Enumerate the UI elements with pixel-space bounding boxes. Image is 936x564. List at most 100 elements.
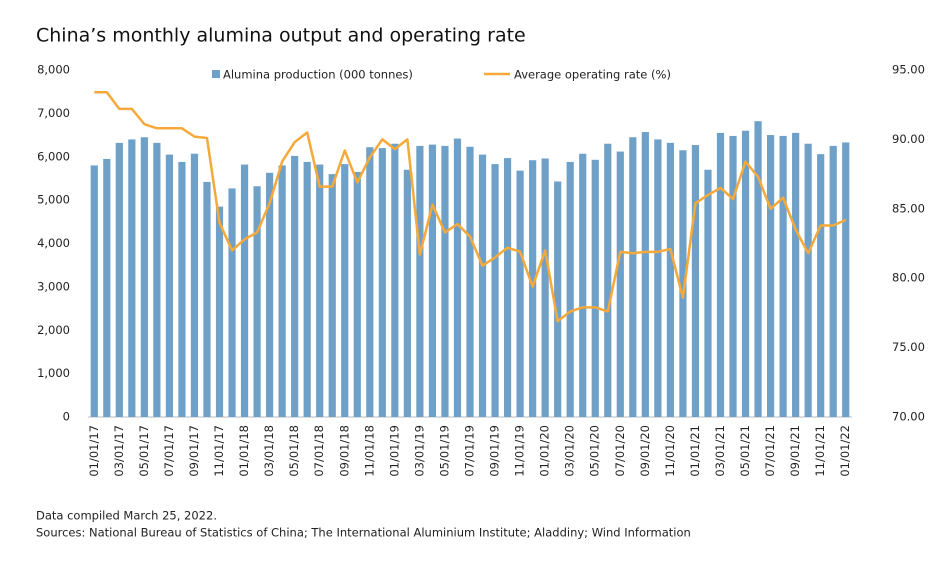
bar xyxy=(303,161,311,417)
y-tick-label: 2,000 xyxy=(37,323,70,337)
x-tick-label: 01/01/21 xyxy=(688,425,702,477)
y-tick-label: 7,000 xyxy=(37,106,70,120)
y-tick-label: 5,000 xyxy=(37,193,70,207)
legend-swatch xyxy=(212,70,220,78)
x-tick-label: 01/01/18 xyxy=(237,425,251,477)
bar xyxy=(378,148,386,417)
bar xyxy=(416,145,424,417)
legend-label: Average operating rate (%) xyxy=(514,68,671,82)
bar xyxy=(616,151,624,418)
bar xyxy=(140,137,148,417)
bar xyxy=(453,138,462,417)
bar xyxy=(341,164,349,417)
bar xyxy=(253,186,261,417)
y2-tick-label: 85.00 xyxy=(892,201,925,215)
y2-tick-label: 70.00 xyxy=(892,410,925,424)
bar xyxy=(629,137,637,417)
bar xyxy=(754,121,762,418)
x-tick-label: 11/01/20 xyxy=(663,425,677,477)
x-tick-label: 07/01/20 xyxy=(613,425,627,477)
x-tick-label: 07/01/18 xyxy=(312,425,326,477)
bar xyxy=(228,188,236,417)
x-tick-label: 03/01/18 xyxy=(262,425,276,477)
bar xyxy=(165,154,174,418)
bar xyxy=(817,154,825,417)
bar xyxy=(441,145,449,417)
chart-title: China’s monthly alumina output and opera… xyxy=(36,25,526,47)
x-tick-label: 11/01/18 xyxy=(362,425,376,477)
note: Sources: National Bureau of Statistics o… xyxy=(36,526,691,540)
bar xyxy=(529,160,537,417)
bar xyxy=(491,164,499,417)
bar xyxy=(691,145,700,417)
bar xyxy=(666,142,674,417)
x-tick-label: 09/01/20 xyxy=(638,425,652,477)
bar xyxy=(215,206,224,417)
bar xyxy=(779,135,787,417)
bar xyxy=(566,161,574,417)
bar xyxy=(554,181,562,417)
y2-tick-label: 80.00 xyxy=(892,271,925,285)
y-tick-label: 3,000 xyxy=(37,279,70,293)
x-tick-label: 03/01/19 xyxy=(412,425,426,477)
x-tick-label: 03/01/17 xyxy=(112,425,126,477)
bar xyxy=(266,172,274,417)
y2-tick-label: 90.00 xyxy=(892,132,925,146)
bar xyxy=(503,158,512,417)
bar xyxy=(716,132,725,418)
bar xyxy=(654,139,662,417)
line xyxy=(94,90,847,323)
bar xyxy=(741,130,750,417)
x-tick-label: 09/01/19 xyxy=(488,425,502,477)
bar xyxy=(829,145,837,417)
x-tick-label: 11/01/19 xyxy=(513,425,527,477)
bar xyxy=(203,181,211,417)
x-tick-label: 01/01/22 xyxy=(838,425,852,477)
bar xyxy=(403,169,411,417)
y-tick-label: 0 xyxy=(63,410,70,424)
x-tick-label: 09/01/17 xyxy=(187,425,201,477)
bar xyxy=(478,154,487,418)
x-tick-label: 03/01/21 xyxy=(713,425,727,477)
bar xyxy=(366,147,374,417)
bar xyxy=(428,144,437,418)
bar xyxy=(704,169,712,417)
bar xyxy=(641,132,649,417)
x-tick-label: 09/01/18 xyxy=(337,425,351,477)
x-tick-label: 09/01/21 xyxy=(788,425,802,477)
bar xyxy=(291,155,299,417)
x-tick-label: 07/01/19 xyxy=(463,425,477,477)
x-tick-label: 05/01/21 xyxy=(738,425,752,477)
bar xyxy=(766,135,775,417)
bar xyxy=(579,153,587,417)
bar xyxy=(240,164,249,417)
bar xyxy=(90,165,98,417)
y2-tick-label: 75.00 xyxy=(892,340,925,354)
x-tick-label: 05/01/19 xyxy=(437,425,451,477)
x-tick-label: 07/01/17 xyxy=(162,425,176,477)
x-tick-label: 11/01/17 xyxy=(212,425,226,477)
bar xyxy=(190,153,199,417)
bar xyxy=(804,143,812,418)
bar xyxy=(516,170,524,417)
x-tick-label: 11/01/21 xyxy=(813,425,827,477)
x-tick-label: 01/01/20 xyxy=(538,425,552,477)
bar xyxy=(604,143,612,418)
y-tick-label: 4,000 xyxy=(37,236,70,250)
bar xyxy=(591,159,599,417)
y2-tick-label: 95.00 xyxy=(892,63,925,77)
x-tick-label: 01/01/17 xyxy=(87,425,101,477)
y-tick-label: 6,000 xyxy=(37,149,70,163)
y-tick-label: 1,000 xyxy=(37,366,70,380)
bar xyxy=(541,158,549,418)
y-tick-label: 8,000 xyxy=(37,63,70,77)
x-tick-label: 05/01/20 xyxy=(588,425,602,477)
x-tick-label: 05/01/17 xyxy=(137,425,151,477)
bar xyxy=(103,158,111,417)
bar xyxy=(466,146,474,417)
bar xyxy=(391,143,399,418)
x-tick-label: 07/01/21 xyxy=(763,425,777,477)
bar xyxy=(316,164,324,417)
